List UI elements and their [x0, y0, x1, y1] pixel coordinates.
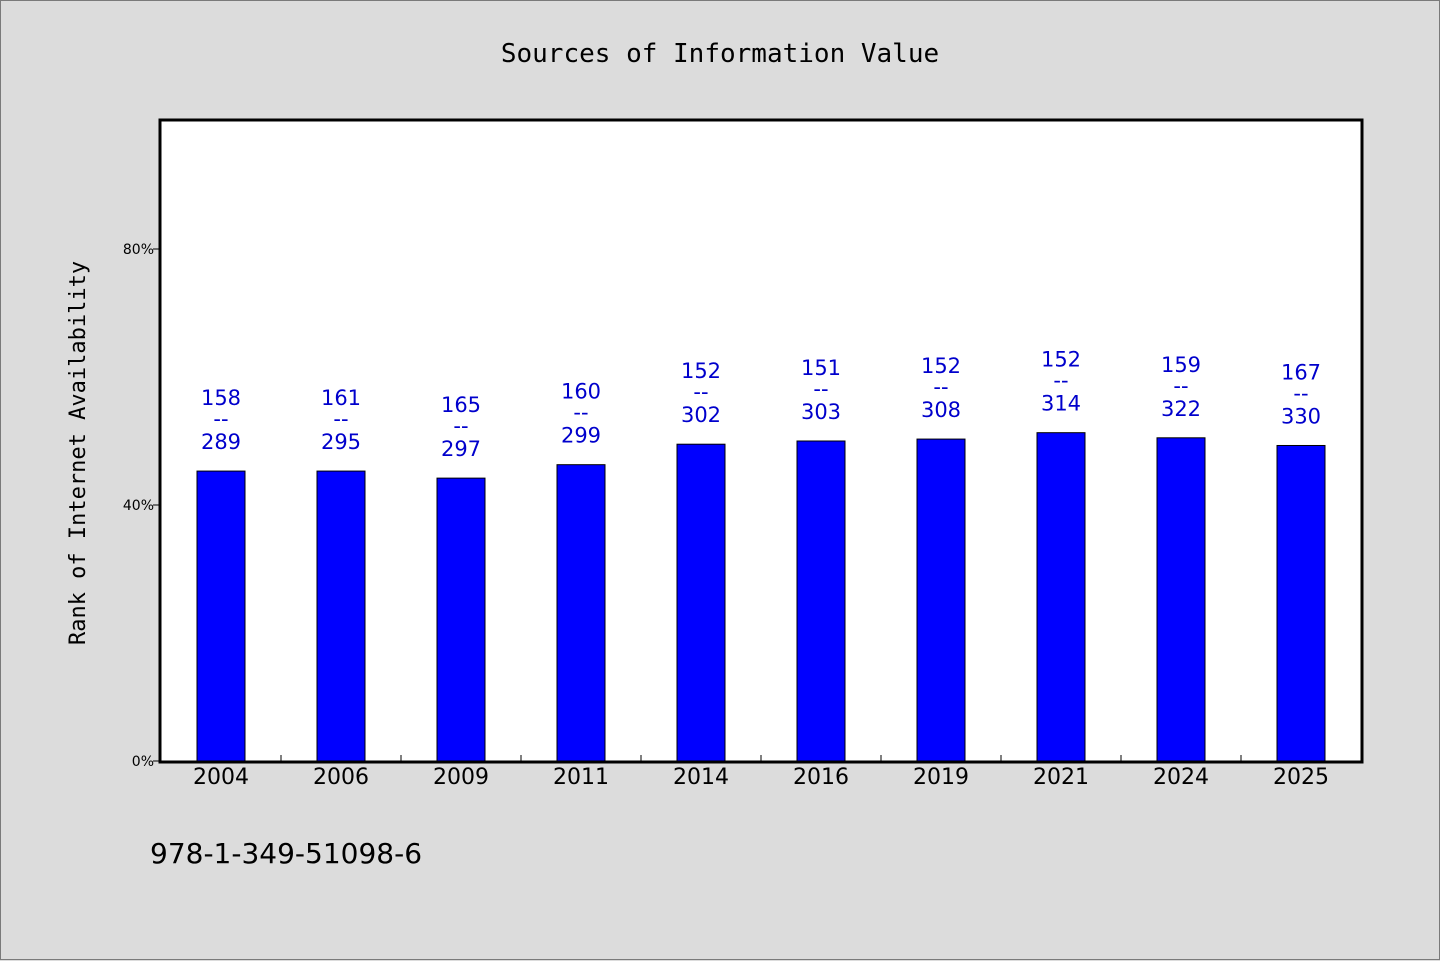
data-label-bottom: 295	[321, 430, 361, 454]
bar-2014	[676, 443, 726, 762]
x-axis: 2004 2006 2009 2011 2014 2016 2019 2021 2024 2025	[193, 755, 1329, 790]
y-tick-label: 80%	[123, 242, 154, 258]
x-tick-label: 2019	[913, 765, 969, 790]
data-label-separator: --	[573, 401, 588, 425]
data-label-bottom: 289	[201, 430, 241, 454]
bar-2011	[556, 464, 606, 762]
data-label-separator: --	[453, 414, 468, 438]
chart-title: Sources of Information Value	[501, 39, 939, 69]
x-tick-label: 2009	[433, 765, 489, 790]
x-tick-label: 2014	[673, 765, 729, 790]
x-tick-label: 2006	[313, 765, 369, 790]
bars-layer	[196, 432, 1326, 762]
x-tick-label: 2011	[553, 765, 609, 790]
data-label-top: 151	[801, 356, 841, 380]
bar-2025	[1276, 444, 1326, 762]
bar-2009	[436, 477, 486, 762]
data-label-bottom: 299	[561, 424, 601, 448]
data-label-separator: --	[933, 375, 948, 399]
data-label-separator: --	[1293, 381, 1308, 405]
data-label-top: 167	[1281, 360, 1321, 384]
x-tick-label: 2016	[793, 765, 849, 790]
data-label-separator: --	[333, 407, 348, 431]
data-label-bottom: 322	[1161, 397, 1201, 421]
data-label-top: 159	[1161, 353, 1201, 377]
y-tick-label: 0%	[132, 754, 154, 770]
data-label-top: 152	[1041, 348, 1081, 372]
data-labels-layer: 158--289161--295165--297160--299152--302…	[201, 348, 1321, 461]
x-tick-label: 2021	[1033, 765, 1089, 790]
bar-2004	[196, 470, 246, 762]
data-label-separator: --	[213, 407, 228, 431]
bar-2016	[796, 440, 846, 762]
bar-2024	[1156, 437, 1206, 762]
data-label-bottom: 330	[1281, 404, 1321, 428]
data-label-bottom: 297	[441, 437, 481, 461]
data-label-top: 158	[201, 386, 241, 410]
x-tick-label: 2004	[193, 765, 249, 790]
bar-2019	[916, 438, 966, 762]
y-axis-label: Rank of Internet Availability	[66, 261, 91, 645]
data-label-separator: --	[693, 380, 708, 404]
data-label-bottom: 303	[801, 400, 841, 424]
bar-2021	[1036, 432, 1086, 762]
data-label-top: 165	[441, 393, 481, 417]
data-label-separator: --	[1053, 369, 1068, 393]
x-tick-label: 2025	[1273, 765, 1329, 790]
data-label-separator: --	[1173, 374, 1188, 398]
data-label-top: 152	[921, 354, 961, 378]
data-label-top: 161	[321, 386, 361, 410]
data-label-top: 152	[681, 359, 721, 383]
data-label-bottom: 302	[681, 403, 721, 427]
data-label-bottom: 314	[1041, 392, 1081, 416]
y-axis: 0% 40% 80%	[123, 242, 161, 770]
y-tick-label: 40%	[123, 498, 154, 514]
data-label-top: 160	[561, 380, 601, 404]
bar-2006	[316, 470, 366, 762]
data-label-separator: --	[813, 377, 828, 401]
data-label-bottom: 308	[921, 398, 961, 422]
footer-isbn: 978-1-349-51098-6	[150, 837, 422, 870]
x-tick-label: 2024	[1153, 765, 1209, 790]
